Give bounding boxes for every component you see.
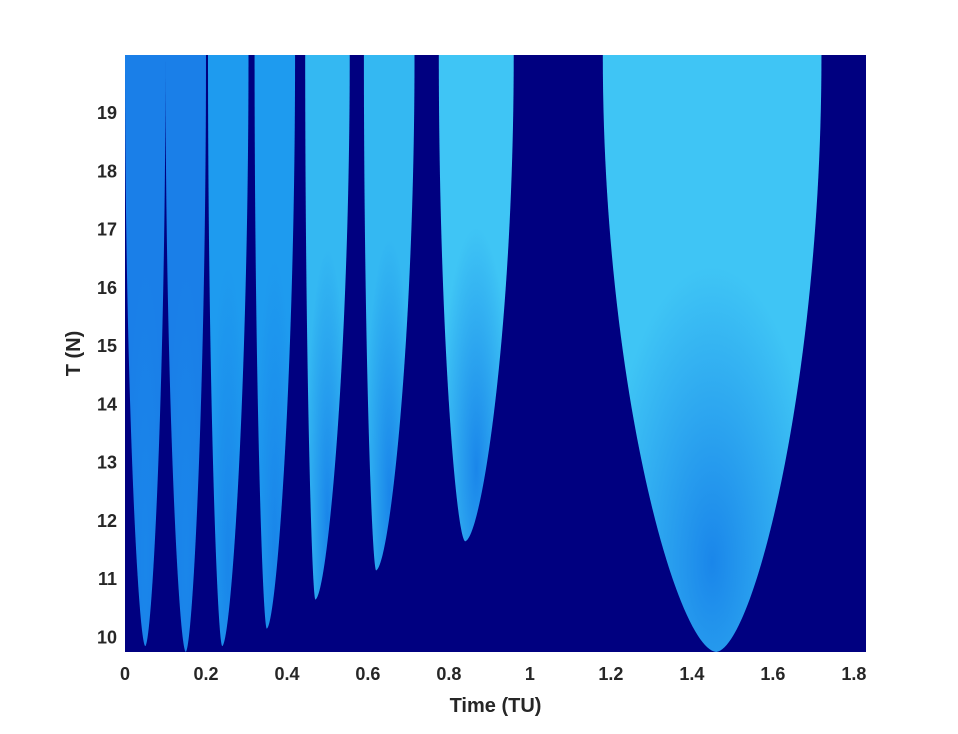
heatmap-region (602, 55, 822, 652)
x-axis-label: Time (TU) (450, 695, 542, 717)
x-tick-label: 1.2 (598, 664, 623, 684)
y-tick-label: 12 (97, 511, 117, 531)
y-axis-label: T (N) (63, 331, 85, 377)
y-tick-label: 13 (97, 453, 117, 473)
y-tick-label: 15 (97, 336, 117, 356)
x-tick-label: 1.6 (760, 664, 785, 684)
heatmap-region (254, 55, 296, 629)
heatmap-region (305, 55, 350, 600)
x-tick-label: 0 (120, 664, 130, 684)
heatmap-region (125, 55, 166, 647)
heatmap-region (165, 55, 206, 652)
x-tick-label: 0.6 (355, 664, 380, 684)
x-tick-label: 1 (525, 664, 535, 684)
x-tick-label: 0.2 (193, 664, 218, 684)
heatmap-region (438, 55, 514, 542)
y-tick-label: 18 (97, 161, 117, 181)
heatmap-region (363, 55, 415, 571)
region-layer (125, 55, 822, 652)
x-tick-label: 0.4 (274, 664, 299, 684)
y-tick-label: 10 (97, 627, 117, 647)
x-tick-label: 0.8 (436, 664, 461, 684)
x-tick-label: 1.4 (679, 664, 704, 684)
x-axis: 0 0.2 0.4 0.6 0.8 1 1.2 1.4 1.6 1.8 (120, 664, 866, 684)
y-tick-label: 16 (97, 278, 117, 298)
y-tick-label: 11 (98, 569, 117, 589)
y-axis: 10 11 12 13 14 15 16 17 18 19 (97, 103, 117, 647)
y-tick-label: 17 (97, 220, 117, 240)
y-tick-label: 14 (97, 394, 117, 414)
heatmap-region (208, 55, 249, 647)
x-tick-label: 1.8 (841, 664, 866, 684)
y-tick-label: 19 (97, 103, 117, 123)
